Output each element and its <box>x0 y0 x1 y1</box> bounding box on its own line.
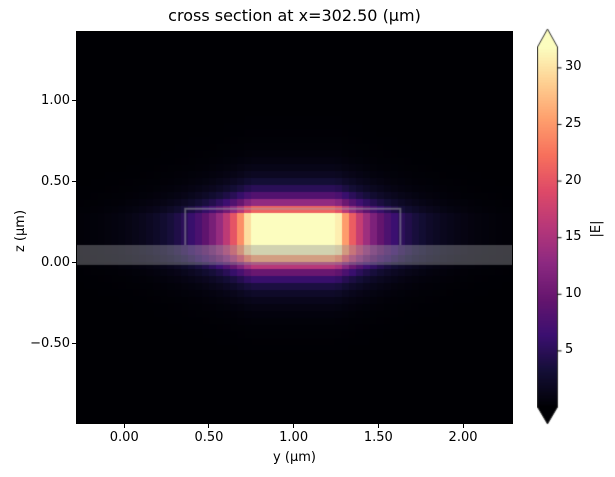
colorbar-tick-label: 30 <box>565 59 582 75</box>
z-tick-mark <box>72 343 76 345</box>
colorbar-tick-label: 15 <box>565 229 582 245</box>
heatmap-canvas <box>76 31 513 424</box>
z-tick-label: 1.00 <box>41 92 70 108</box>
x-axis-label: y (μm) <box>273 450 316 465</box>
colorbar-tick-label: 25 <box>565 115 582 131</box>
z-tick-label: 0.50 <box>41 173 70 189</box>
z-tick-mark <box>72 181 76 183</box>
colorbar-tick-label: 10 <box>565 285 582 301</box>
plot-title: cross section at x=302.50 (μm) <box>168 6 421 25</box>
z-tick-mark <box>72 100 76 102</box>
y-axis-label: z (μm) <box>13 209 28 253</box>
x-tick-label: 1.50 <box>363 430 393 445</box>
z-tick-label: −0.50 <box>30 335 70 351</box>
z-tick-mark <box>72 262 76 264</box>
colorbar-tick-label: 5 <box>565 342 574 358</box>
x-tick-mark <box>377 424 379 428</box>
z-tick-label: 0.00 <box>41 254 70 270</box>
x-tick-label: 1.00 <box>279 430 309 445</box>
colorbar-tick-label: 20 <box>565 172 582 188</box>
x-tick-label: 2.00 <box>448 430 478 445</box>
x-tick-label: 0.50 <box>194 430 224 445</box>
x-tick-mark <box>462 424 464 428</box>
colorbar-canvas <box>537 28 564 426</box>
x-tick-mark <box>208 424 210 428</box>
x-tick-label: 0.00 <box>109 430 139 445</box>
x-tick-mark <box>123 424 125 428</box>
x-tick-mark <box>293 424 295 428</box>
